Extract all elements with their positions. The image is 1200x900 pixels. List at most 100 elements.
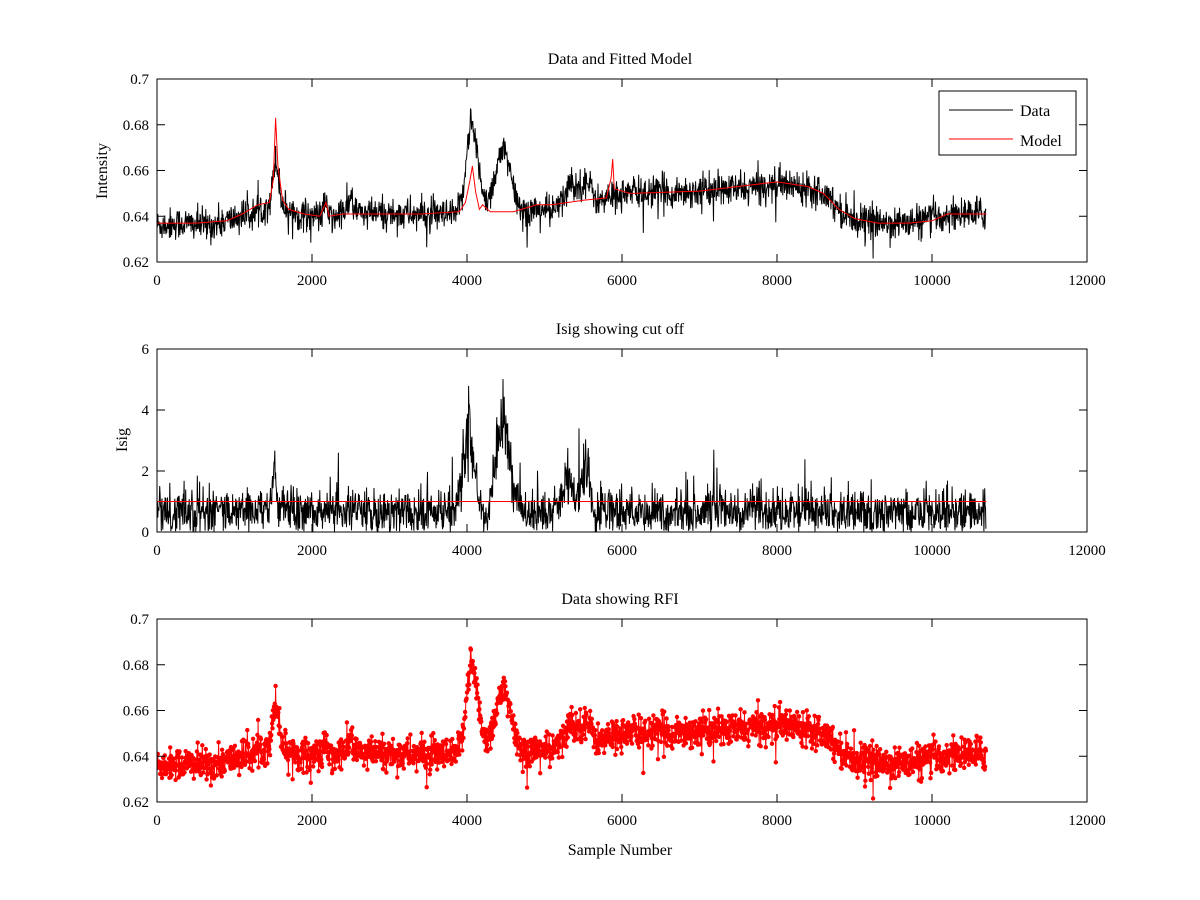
rfi-marker: [537, 739, 543, 744]
rfi-marker: [256, 765, 261, 770]
rfi-marker: [933, 739, 938, 744]
rfi-marker: [837, 744, 842, 749]
rfi-marker: [560, 754, 565, 760]
rfi-marker: [289, 747, 294, 752]
subplot-2-plot-area: 0 2000 4000 6000 8000 10000 12000 0 2 4 6: [142, 342, 1106, 559]
y-tick-label: 0.68: [123, 118, 149, 134]
rfi-marker: [354, 757, 360, 763]
rfi-marker: [421, 758, 427, 763]
rfi-marker: [490, 733, 496, 738]
y-tick-label: 0.62: [123, 255, 149, 271]
rfi-marker: [917, 767, 922, 772]
rfi-marker: [219, 774, 224, 779]
rfi-marker: [865, 764, 871, 769]
rfi-marker: [542, 741, 548, 747]
rfi-marker: [915, 759, 921, 764]
rfi-marker: [477, 700, 482, 705]
rfi-marker: [979, 752, 984, 758]
rfi-marker: [946, 760, 951, 765]
x-axis-label: Sample Number: [568, 842, 673, 859]
rfi-marker: [533, 738, 539, 743]
rfi-marker: [815, 721, 821, 727]
rfi-marker: [927, 760, 933, 765]
rfi-marker: [815, 743, 820, 748]
rfi-marker: [349, 736, 354, 742]
rfi-marker: [949, 742, 954, 747]
legend-label-model: Model: [1020, 133, 1062, 150]
rfi-marker: [584, 712, 589, 717]
rfi-marker: [339, 767, 344, 772]
rfi-marker: [784, 737, 789, 742]
rfi-marker: [319, 757, 324, 762]
rfi-marker: [418, 740, 424, 745]
rfi-marker: [573, 710, 579, 716]
rfi-marker: [535, 748, 540, 753]
rfi-marker: [973, 762, 978, 767]
rfi-marker: [700, 708, 706, 713]
x-tick-label: 12000: [1068, 273, 1106, 289]
rfi-marker: [277, 706, 282, 711]
rfi-marker: [742, 710, 747, 715]
rfi-marker: [294, 745, 300, 750]
rfi-marker: [746, 738, 751, 744]
rfi-marker: [555, 749, 560, 755]
rfi-marker: [546, 748, 551, 753]
rfi-marker: [477, 707, 482, 712]
rfi-marker: [495, 711, 500, 716]
rfi-marker: [621, 718, 626, 723]
rfi-marker: [829, 733, 834, 739]
rfi-marker: [803, 745, 809, 750]
rfi-marker: [862, 784, 868, 789]
rfi-marker: [672, 733, 677, 738]
rfi-marker: [484, 742, 490, 747]
rfi-marker: [298, 760, 303, 765]
rfi-marker: [861, 760, 866, 765]
rfi-marker: [261, 757, 267, 762]
rfi-marker: [182, 770, 187, 775]
axes-frame: [156, 618, 1088, 803]
rfi-marker: [459, 731, 464, 736]
rfi-marker: [943, 763, 949, 768]
rfi-marker: [638, 729, 643, 735]
rfi-marker: [965, 747, 970, 752]
rfi-marker: [892, 745, 897, 750]
rfi-marker: [239, 764, 244, 770]
rfi-marker: [220, 761, 225, 766]
rfi-marker: [474, 676, 479, 681]
rfi-marker: [381, 767, 386, 772]
rfi-marker: [241, 755, 246, 760]
rfi-marker: [728, 739, 734, 744]
rfi-marker: [962, 759, 968, 765]
x-tick-label: 0: [153, 273, 161, 289]
rfi-marker: [830, 724, 835, 730]
rfi-marker: [489, 720, 494, 725]
rfi-marker: [930, 746, 935, 752]
rfi-marker: [893, 756, 898, 762]
rfi-marker: [698, 742, 703, 747]
rfi-marker: [738, 707, 743, 712]
rfi-marker: [873, 770, 878, 775]
rfi-marker: [721, 741, 726, 747]
rfi-marker: [424, 785, 429, 790]
rfi-marker: [646, 743, 651, 748]
rfi-marker: [523, 764, 529, 769]
rfi-marker: [769, 741, 775, 746]
rfi-marker: [216, 740, 221, 745]
rfi-marker: [813, 748, 818, 754]
rfi-marker: [414, 769, 419, 774]
x-tick-label: 4000: [452, 813, 482, 829]
rfi-marker: [191, 776, 196, 781]
rfi-marker: [501, 675, 506, 680]
rfi-marker: [715, 706, 721, 711]
rfi-marker: [204, 777, 209, 782]
rfi-marker: [173, 768, 179, 773]
rfi-marker: [337, 743, 343, 749]
rfi-marker: [787, 708, 792, 713]
rfi-marker: [838, 731, 843, 736]
rfi-marker: [379, 757, 384, 763]
rfi-marker: [916, 753, 921, 758]
rfi-marker: [173, 777, 178, 783]
y-tick-label: 4: [142, 403, 150, 419]
rfi-marker: [158, 760, 164, 765]
rfi-marker: [427, 772, 432, 777]
